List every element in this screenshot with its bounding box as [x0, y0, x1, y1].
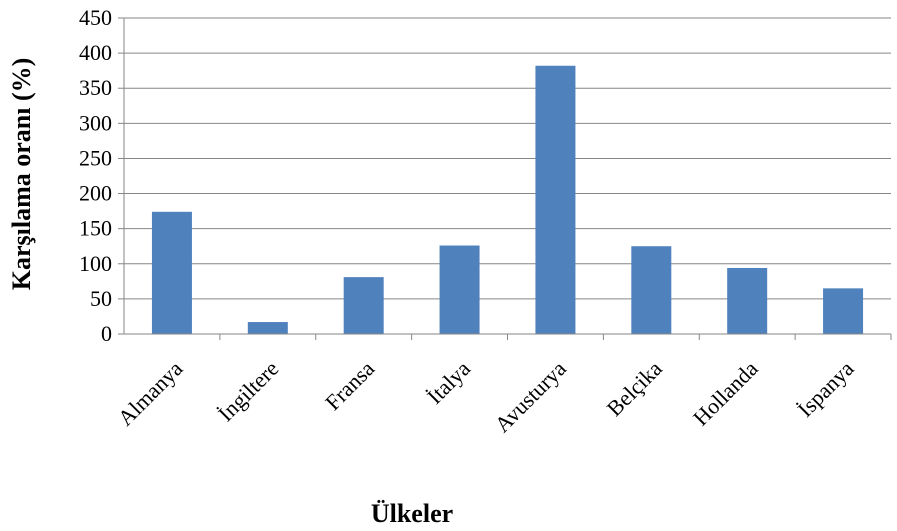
x-category-label: İtalya	[422, 356, 475, 409]
y-tick-label: 150	[79, 216, 112, 241]
x-category-label: Hollanda	[688, 356, 763, 431]
y-tick-label: 400	[79, 40, 112, 65]
x-category-label: Almanya	[113, 356, 188, 431]
bar-1	[151, 211, 192, 334]
x-category-label: Avusturya	[490, 356, 571, 437]
x-category-label: Belçika	[602, 356, 667, 421]
y-tick-label: 350	[79, 75, 112, 100]
y-tick-label: 50	[90, 286, 112, 311]
bar-2	[247, 322, 288, 334]
x-axis-title: Ülkeler	[371, 499, 453, 528]
x-category-label: Fransa	[320, 356, 379, 415]
bars	[151, 65, 864, 335]
bar-7	[727, 267, 768, 334]
y-tick-label: 200	[79, 181, 112, 206]
y-axis-ticks: 0 50 100 150 200 250 300 350 400 450	[79, 5, 124, 346]
y-tick-label: 300	[79, 110, 112, 135]
y-axis-title: Karşılama oranı (%)	[7, 58, 36, 291]
y-tick-label: 100	[79, 251, 112, 276]
x-category-label: İngiltere	[213, 356, 283, 426]
x-category-label: İspanya	[793, 356, 859, 422]
bar-4	[439, 245, 480, 334]
gridlines	[124, 17, 891, 300]
bar-8	[823, 288, 864, 334]
bar-3	[343, 277, 384, 334]
y-tick-label: 250	[79, 145, 112, 170]
bar-5	[535, 65, 576, 335]
y-tick-label: 0	[101, 321, 112, 346]
bar-6	[631, 246, 672, 334]
x-axis-categories: Almanya İngiltere Fransa İtalya Avusturya Bel…	[113, 334, 892, 437]
y-tick-label: 450	[79, 5, 112, 30]
